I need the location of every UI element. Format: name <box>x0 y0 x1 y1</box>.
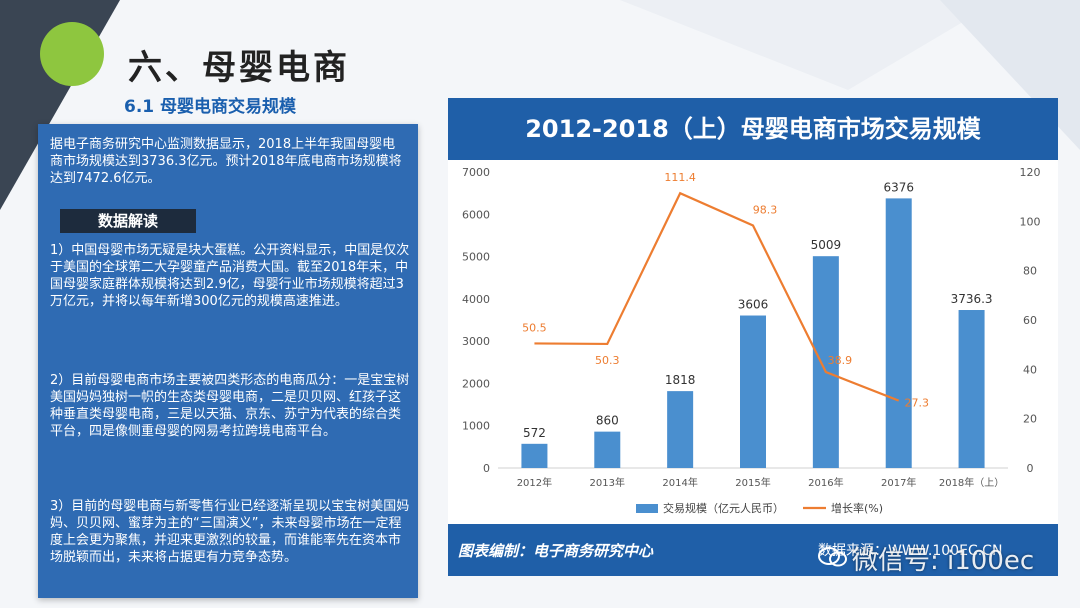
paragraph-3: 3）目前的母婴电商与新零售行业已经逐渐呈现以宝宝树美国妈妈、贝贝网、蜜芽为主的“… <box>50 499 410 565</box>
data-source: 数据来源：WWW.100EC.CN <box>818 543 1003 559</box>
page-title: 六、母婴电商 <box>128 48 350 88</box>
left-text-panel: 据电子商务研究中心监测数据显示，2018上半年我国母婴电商市场规模达到3736.… <box>38 124 418 598</box>
y-left-tick-label: 2000 <box>462 377 490 390</box>
line-data-label: 38.9 <box>828 354 853 367</box>
line-data-label: 27.3 <box>904 397 929 410</box>
y-right-tick-label: 0 <box>1027 462 1034 475</box>
line-data-label: 111.4 <box>664 171 696 184</box>
bar <box>667 391 694 468</box>
bar-data-label: 6376 <box>883 180 914 194</box>
y-left-tick-label: 7000 <box>462 166 490 179</box>
x-tick-label: 2015年 <box>735 476 770 489</box>
bar-data-label: 1818 <box>665 373 696 387</box>
bar <box>521 443 548 468</box>
chart-title: 2012-2018（上）母婴电商市场交易规模 <box>525 115 981 143</box>
paragraph-1: 1）中国母婴市场无疑是块大蛋糕。公开资料显示，中国是仅次于美国的全球第二大孕婴童… <box>50 243 410 309</box>
y-left-tick-label: 1000 <box>462 420 490 433</box>
paragraph-2: 2）目前母婴电商市场主要被四类形态的电商瓜分：一是宝宝树美国妈妈独树一帜的生态类… <box>50 373 410 439</box>
bar <box>958 310 985 468</box>
bar <box>740 315 766 468</box>
y-right-tick-label: 20 <box>1023 413 1037 426</box>
y-right-tick-label: 60 <box>1023 314 1037 327</box>
chart-header <box>448 98 1058 160</box>
x-tick-label: 2014年 <box>662 476 697 489</box>
wechat-watermark: 微信号: i100ec <box>852 546 1035 576</box>
x-tick-label: 2017年 <box>881 476 916 489</box>
data-interpretation-tag: 数据解读 <box>60 209 196 233</box>
bar-data-label: 572 <box>523 426 546 440</box>
legend-line-label: 增长率(%) <box>831 501 883 515</box>
y-left-tick-label: 5000 <box>462 251 490 264</box>
bar <box>812 256 839 468</box>
line-data-label: 50.3 <box>595 354 620 367</box>
green-circle-decoration <box>40 22 104 86</box>
combo-chart: 0 1000 2000 3000 4000 5000 6000 7000 0 20 40 60 80 10… <box>462 166 1041 515</box>
wechat-icon <box>818 547 847 567</box>
section-subtitle: 6.1 母婴电商交易规模 <box>124 97 297 117</box>
bar <box>885 198 912 468</box>
legend-bar-swatch <box>636 504 658 513</box>
x-tick-label: 2012年 <box>517 476 552 489</box>
legend-bar-label: 交易规模（亿元人民币） <box>663 501 784 515</box>
intro-text: 据电子商务研究中心监测数据显示，2018上半年我国母婴电商市场规模达到3736.… <box>50 137 402 186</box>
x-tick-label: 2016年 <box>808 476 843 489</box>
y-left-tick-label: 6000 <box>462 208 490 221</box>
y-right-tick-label: 80 <box>1023 265 1037 278</box>
x-tick-label: 2013年 <box>590 476 625 489</box>
y-right-tick-label: 120 <box>1020 166 1041 179</box>
bar-data-label: 3736.3 <box>951 292 993 306</box>
y-right-tick-label: 100 <box>1020 215 1041 228</box>
y-left-tick-label: 0 <box>483 462 490 475</box>
y-left-tick-label: 4000 <box>462 293 490 306</box>
bar <box>594 431 621 468</box>
y-right-tick-label: 40 <box>1023 363 1037 376</box>
chart-source-editor: 图表编制：电子商务研究中心 <box>458 542 654 560</box>
line-data-label: 50.5 <box>522 321 547 334</box>
background-shape <box>620 0 1000 90</box>
chart-card: 2012-2018（上）母婴电商市场交易规模 0 1000 2000 3000 4000… <box>448 98 1058 576</box>
x-tick-label: 2018年（上） <box>939 476 1004 489</box>
y-left-tick-label: 3000 <box>462 335 490 348</box>
bar-data-label: 860 <box>596 414 619 428</box>
bar-data-label: 3606 <box>738 298 769 312</box>
growth-rate-line <box>534 191 900 402</box>
chart-footer: 图表编制：电子商务研究中心 数据来源：WWW.100EC.CN <box>448 524 1058 576</box>
line-data-label: 98.3 <box>753 204 778 217</box>
bar-data-label: 5009 <box>811 238 842 252</box>
